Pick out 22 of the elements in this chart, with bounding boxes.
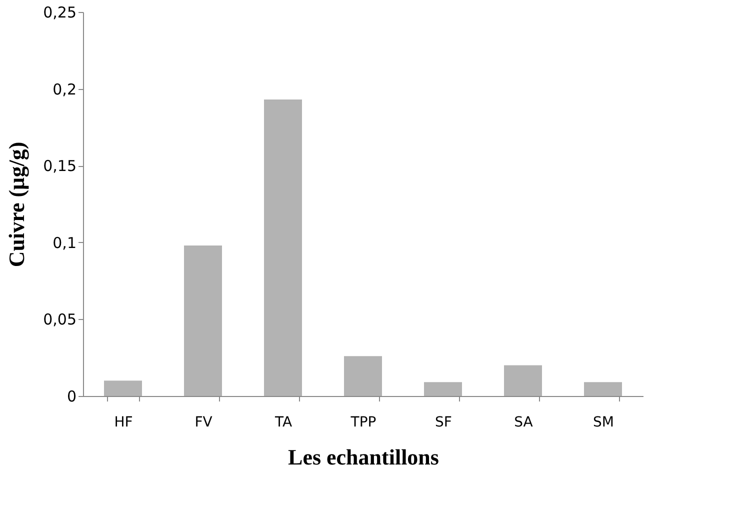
bar (424, 382, 462, 396)
y-axis-title: Cuivre (µg/g) (4, 142, 30, 268)
x-tick-label: HF (114, 414, 133, 430)
x-tick-label: TA (274, 414, 292, 430)
y-tick-label: 0,15 (43, 157, 76, 176)
bar (344, 356, 382, 396)
bar (104, 380, 142, 396)
y-tick-label: 0,1 (52, 234, 76, 252)
x-tick-label: FV (194, 414, 213, 430)
x-tick-label: SF (435, 414, 452, 430)
x-axis-title: Les echantillons (288, 444, 440, 470)
bar (184, 245, 222, 396)
y-tick-label: 0,05 (43, 310, 76, 329)
y-tick-label: 0 (66, 388, 76, 406)
bar (264, 100, 302, 396)
x-tick-label: SA (514, 414, 534, 430)
x-tick-label: SM (593, 414, 614, 430)
y-tick-label: 0,25 (43, 4, 76, 22)
bar (504, 365, 542, 396)
x-tick-label: TPP (350, 414, 376, 430)
bar (584, 382, 622, 396)
y-tick-label: 0,2 (52, 80, 76, 98)
